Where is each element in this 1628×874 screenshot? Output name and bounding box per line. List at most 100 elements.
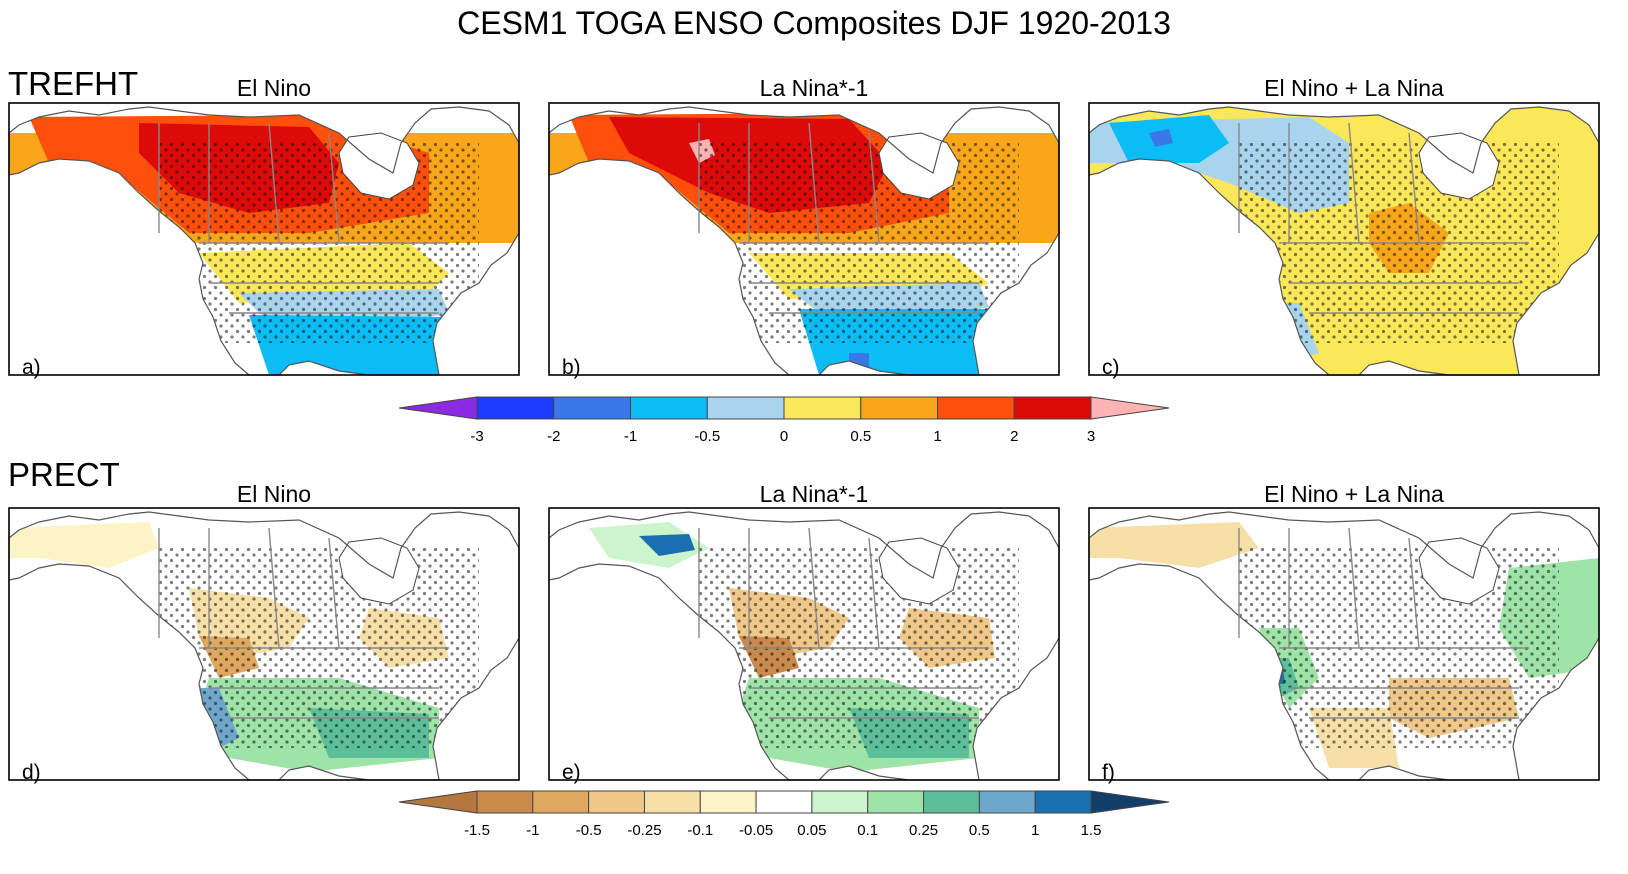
colorbar-box	[978, 790, 1036, 814]
field-region	[9, 522, 159, 568]
panel-frame	[548, 507, 1060, 781]
colorbar-tick-label: 0	[780, 428, 788, 445]
colorbar-box	[643, 790, 701, 814]
colorbar-tick-label: -0.1	[687, 822, 713, 839]
map-panel-b	[548, 102, 1060, 376]
map-panel-a	[8, 102, 520, 376]
colorbar-box	[476, 396, 555, 420]
colorbar-tick-label: -3	[470, 428, 483, 445]
colorbar-box	[553, 396, 631, 420]
colorbar-tick-label: 1	[1031, 822, 1039, 839]
colorbar-tick-label: -0.25	[627, 822, 661, 839]
colorbar-low-triangle	[398, 790, 478, 814]
colorbar-box	[867, 790, 925, 814]
colorbar-box	[923, 790, 980, 814]
coastline	[1088, 106, 1600, 376]
colorbar-tick-label: 0.5	[969, 822, 990, 839]
panel-title-d: El Nino	[237, 481, 311, 507]
panel-letter-e: e)	[562, 761, 581, 784]
coastline	[548, 511, 1060, 781]
colorbar-tick-label: -1	[526, 822, 539, 839]
political-border	[868, 132, 880, 244]
panel-letter-c: c)	[1102, 356, 1120, 379]
field-shading	[549, 113, 1059, 375]
colorbar-tick-label: -2	[547, 428, 560, 445]
colorbar-box	[1034, 790, 1092, 814]
field-shading	[9, 512, 519, 780]
colorbar-box	[783, 396, 862, 420]
field-region	[1149, 129, 1173, 147]
colorbar-tick-label: 0.1	[857, 822, 878, 839]
field-shading	[1089, 107, 1599, 375]
colorbar-tick-label: 0.5	[850, 428, 871, 445]
panel-title-b: La Nina*-1	[760, 75, 869, 101]
panel-title-a: El Nino	[237, 75, 311, 101]
coastline	[1088, 511, 1600, 781]
colorbar-box	[699, 790, 757, 814]
colorbar-box	[588, 790, 645, 814]
colorbar-tick-label: -1	[624, 428, 637, 445]
colorbar-box	[630, 396, 708, 420]
political-border	[1408, 537, 1420, 649]
political-border	[1348, 122, 1360, 244]
field-shading	[9, 115, 519, 375]
colorbar-box	[706, 396, 785, 420]
panel-title-f: El Nino + La Nina	[1264, 481, 1444, 507]
map-panel-d	[8, 507, 520, 781]
colorbar-box	[532, 790, 590, 814]
colorbar-tick-label: 0.05	[797, 822, 826, 839]
panel-title-c: El Nino + La Nina	[1264, 75, 1444, 101]
colorbar-tick-label: -1.5	[464, 822, 490, 839]
colorbar-box	[937, 396, 1015, 420]
colorbar-box	[1013, 396, 1092, 420]
coastline	[8, 106, 520, 376]
political-border	[808, 122, 820, 244]
colorbar-tick-label: 2	[1010, 428, 1018, 445]
colorbar-tick-label: 3	[1087, 428, 1095, 445]
row-label-trefht: TREFHT	[8, 65, 138, 102]
colorbar-box	[476, 790, 534, 814]
colorbar-tick-label: 0.25	[909, 822, 938, 839]
coastline	[8, 511, 520, 781]
political-border	[268, 527, 280, 649]
panel-frame	[8, 507, 520, 781]
colorbar-prect: -1.5 -1 -0.5 -0.25 -0.1 -0.05 0.05 0.1 0.25 0.5 1 1…	[398, 790, 1170, 839]
panel-frame	[1088, 507, 1600, 781]
figure-title: CESM1 TOGA ENSO Composites DJF 1920-2013	[457, 5, 1171, 41]
coastline	[548, 106, 1060, 376]
colorbar-tick-label: 1.5	[1081, 822, 1102, 839]
map-panel-f	[1088, 507, 1600, 781]
political-border	[1408, 132, 1420, 244]
colorbar-tick-label: -0.05	[739, 822, 773, 839]
row-label-prect: PRECT	[8, 456, 120, 493]
colorbar-tick-label: -0.5	[576, 822, 602, 839]
field-region	[639, 534, 695, 556]
political-border	[1348, 527, 1360, 649]
map-panel-c	[1088, 102, 1600, 376]
panel-letter-d: d)	[22, 761, 41, 784]
colorbar-box	[811, 790, 869, 814]
field-region	[1089, 522, 1259, 568]
political-border	[868, 537, 880, 649]
field-shading	[1089, 512, 1599, 780]
panel-letter-f: f)	[1102, 761, 1115, 784]
colorbar-trefht: -3 -2 -1 -0.5 0 0.5 1 2 3	[398, 396, 1170, 445]
map-panel-e	[548, 507, 1060, 781]
colorbar-high-triangle	[1090, 790, 1170, 814]
colorbar-tick-label: -0.5	[694, 428, 720, 445]
colorbar-box	[755, 790, 813, 814]
political-border	[808, 527, 820, 649]
panel-frame	[1088, 102, 1600, 376]
colorbar-box	[860, 396, 938, 420]
political-border	[328, 537, 340, 649]
field-shading	[549, 512, 1059, 780]
colorbar-low-triangle	[398, 396, 478, 420]
colorbar-tick-label: 1	[933, 428, 941, 445]
panel-letter-a: a)	[22, 356, 41, 379]
panel-frame	[548, 102, 1060, 376]
panel-letter-b: b)	[562, 356, 581, 379]
panel-title-e: La Nina*-1	[760, 481, 869, 507]
panel-frame	[8, 102, 520, 376]
political-border	[328, 132, 340, 244]
